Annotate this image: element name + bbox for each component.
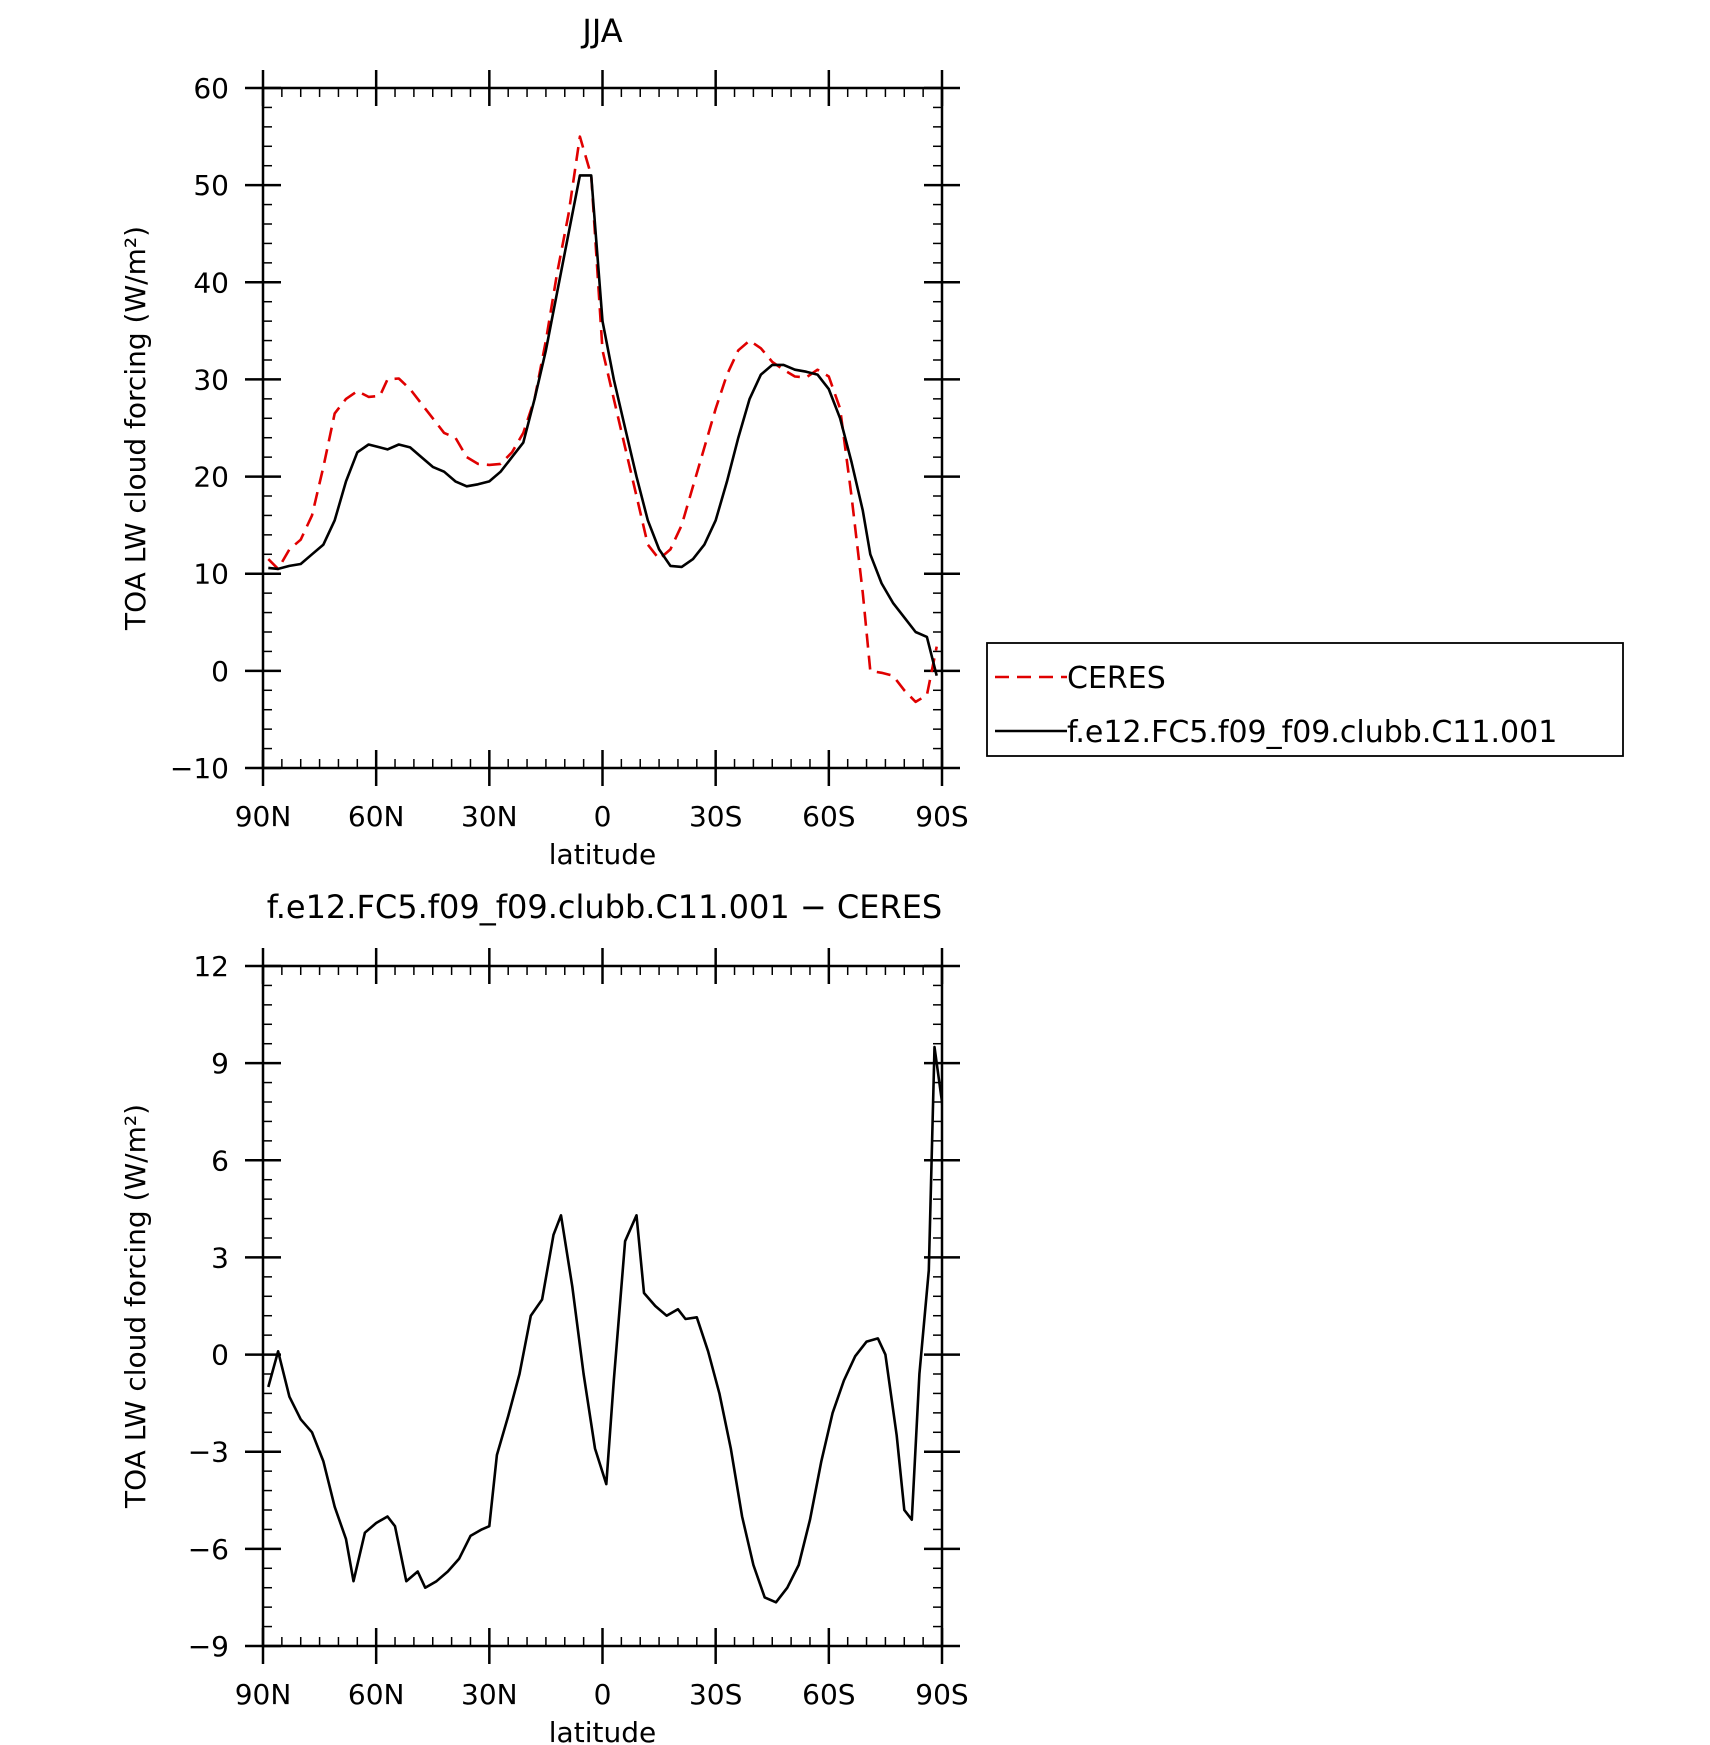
y-tick-label: 10: [193, 558, 229, 591]
legend-box: [986, 642, 1624, 757]
plot-frame: [261, 964, 944, 1648]
y-tick-label: 60: [193, 72, 229, 105]
y-tick-label: 9: [211, 1047, 229, 1080]
x-tick-label: 0: [594, 800, 612, 833]
y-axis-label: TOA LW cloud forcing (W/m²): [119, 1104, 152, 1509]
series-line-f-e12-fc5-f09-f09-clubb-c11-001: [268, 174, 938, 677]
legend-entry: CERES: [1067, 661, 1166, 696]
y-tick-label: 12: [193, 950, 229, 983]
y-tick-label: 30: [193, 363, 229, 396]
x-tick-label: 60N: [348, 1678, 405, 1711]
y-tick-label: 20: [193, 461, 229, 494]
y-tick-label: 40: [193, 266, 229, 299]
x-tick-label: 90N: [235, 1678, 292, 1711]
y-tick-label: −10: [170, 752, 229, 785]
series-line-ceres: [267, 135, 938, 704]
plot-frame: [261, 86, 944, 770]
y-tick-label: 0: [211, 1339, 229, 1372]
legend: CERES f.e12.FC5.f09_f09.clubb.C11.001: [986, 642, 1624, 757]
y-tick-label: −9: [188, 1630, 229, 1663]
x-tick-label: 90S: [915, 1678, 968, 1711]
y-axis-label: TOA LW cloud forcing (W/m²): [119, 226, 152, 631]
y-tick-label: 6: [211, 1144, 229, 1177]
chart-title: JJA: [580, 12, 622, 50]
x-tick-label: 60S: [802, 800, 855, 833]
x-tick-label: 30N: [461, 800, 518, 833]
x-axis-label: latitude: [549, 1716, 656, 1745]
legend-entry: f.e12.FC5.f09_f09.clubb.C11.001: [1067, 715, 1557, 750]
y-tick-label: −3: [188, 1436, 229, 1469]
x-tick-label: 30S: [689, 800, 742, 833]
x-tick-label: 90S: [915, 800, 968, 833]
y-tick-label: 0: [211, 655, 229, 688]
series-line-difference: [267, 1045, 942, 1604]
x-tick-label: 60N: [348, 800, 405, 833]
chart-title: f.e12.FC5.f09_f09.clubb.C11.001 − CERES: [267, 888, 942, 926]
x-tick-label: 60S: [802, 1678, 855, 1711]
y-tick-label: −6: [188, 1533, 229, 1566]
x-tick-label: 0: [594, 1678, 612, 1711]
y-tick-label: 3: [211, 1241, 229, 1274]
y-tick-label: 50: [193, 169, 229, 202]
bottom-panel: 90N 60N 30N 0 30S 60S 90S −9 −6 −3 0 3 6 9 12 latitude T…: [119, 888, 969, 1745]
x-tick-label: 30S: [689, 1678, 742, 1711]
x-tick-label: 30N: [461, 1678, 518, 1711]
top-panel: 90N 60N 30N 0 30S 60S 90S −10 0 10 20 30 40 50 60 latit…: [119, 12, 969, 871]
x-axis-label: latitude: [549, 838, 656, 871]
x-tick-label: 90N: [235, 800, 292, 833]
